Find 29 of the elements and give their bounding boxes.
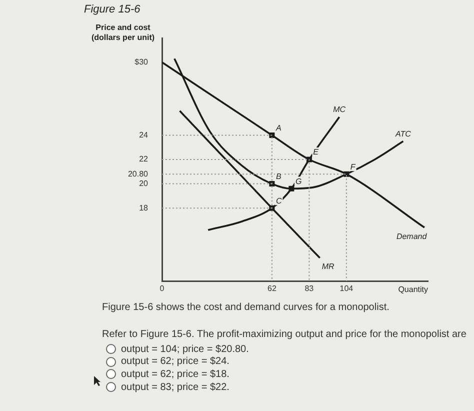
series-label: Demand bbox=[396, 232, 428, 241]
series-label: MR bbox=[322, 262, 334, 272]
annotation: B bbox=[276, 172, 282, 182]
x-tick-label: 0 bbox=[160, 284, 165, 294]
y-axis-title: Price and cost (dollars per unit) bbox=[91, 23, 155, 42]
series-label: MC bbox=[333, 105, 346, 114]
text: Refer to Figure 15-6. The profit-maximizing output and price for the monopolist are bbox=[102, 329, 467, 340]
x-tick-label: 62 bbox=[267, 284, 277, 294]
annotation: F bbox=[350, 162, 356, 172]
text: output = 62; price = $24. bbox=[121, 356, 230, 368]
y-tick-label: 20.80 bbox=[128, 169, 149, 178]
y-tick-label: 22 bbox=[139, 154, 149, 164]
annotation: E bbox=[313, 148, 320, 157]
text: output = 83; price = $22. bbox=[121, 382, 230, 393]
annotation: C bbox=[276, 196, 282, 206]
caption: Figure 15-6 shows the cost and demand curves for a monopolist. bbox=[102, 302, 390, 313]
x-tick-label: 104 bbox=[340, 284, 354, 294]
annotation: G bbox=[295, 176, 302, 186]
y-tick-label: 24 bbox=[139, 130, 149, 140]
x-tick-label: 83 bbox=[304, 284, 314, 294]
annotation: A bbox=[274, 123, 282, 132]
text: output = 104; price = $20.80. bbox=[121, 344, 249, 355]
chart-title: Figure 15-6 bbox=[84, 4, 142, 16]
y-tick-label: $30 bbox=[134, 58, 149, 67]
series-label: ATC bbox=[394, 129, 412, 138]
y-tick-label: 18 bbox=[139, 203, 149, 212]
text: output = 62; price = $18. bbox=[121, 368, 230, 380]
y-tick-label: 20 bbox=[139, 179, 149, 188]
x-axis-title: Quantity bbox=[398, 285, 428, 294]
